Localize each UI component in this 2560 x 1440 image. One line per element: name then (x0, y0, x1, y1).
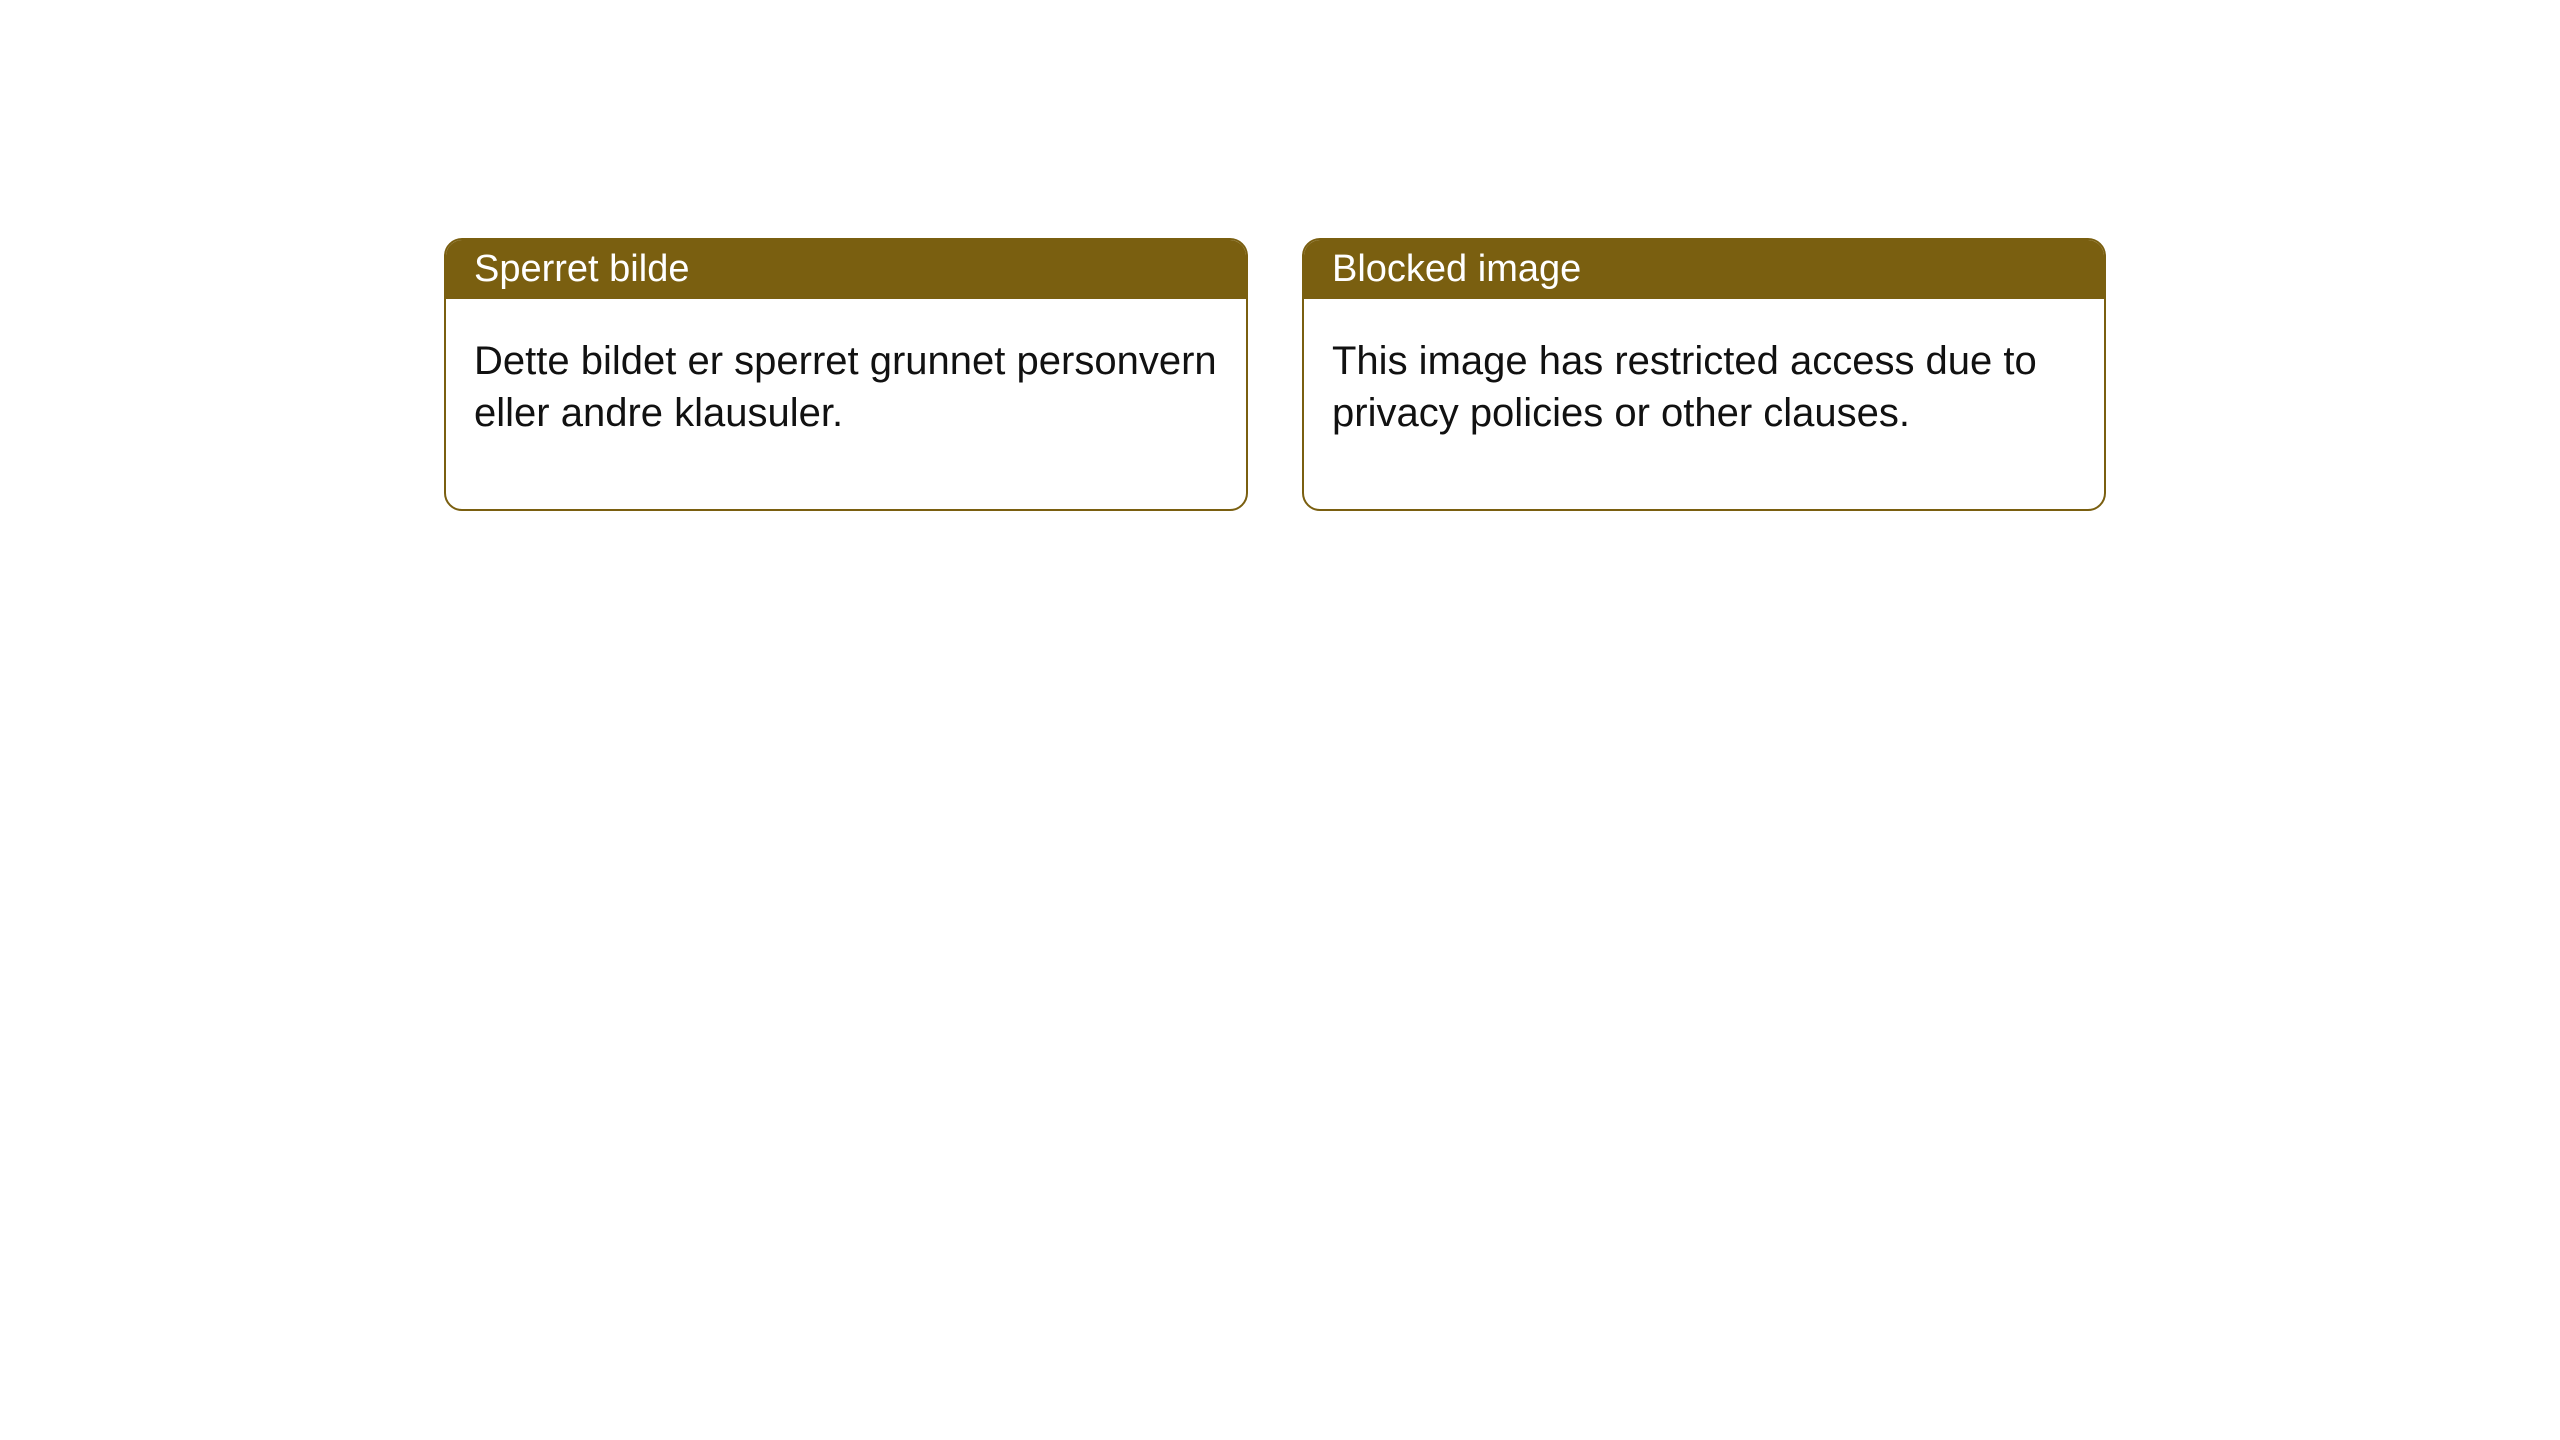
notice-card-norwegian: Sperret bilde Dette bildet er sperret gr… (444, 238, 1248, 511)
card-body: Dette bildet er sperret grunnet personve… (446, 299, 1246, 509)
card-body: This image has restricted access due to … (1304, 299, 2104, 509)
card-title: Sperret bilde (446, 240, 1246, 299)
notice-cards-container: Sperret bilde Dette bildet er sperret gr… (0, 0, 2560, 511)
card-title: Blocked image (1304, 240, 2104, 299)
notice-card-english: Blocked image This image has restricted … (1302, 238, 2106, 511)
